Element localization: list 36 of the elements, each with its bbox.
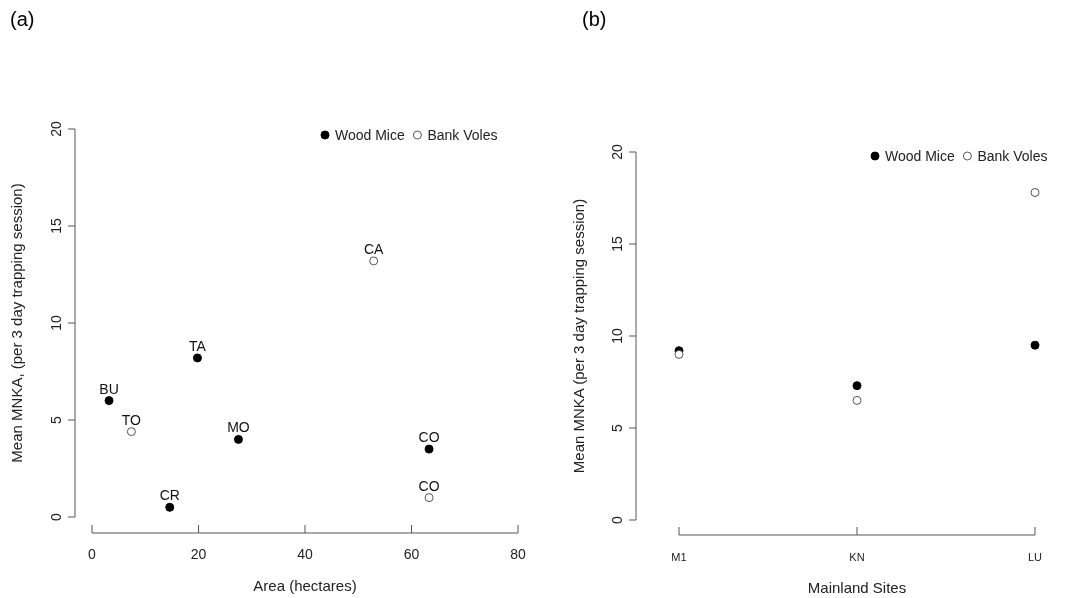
y-tick-label: 15 xyxy=(48,218,64,234)
x-tick-label: LU xyxy=(1027,551,1043,563)
y-tick-label: 10 xyxy=(48,315,64,331)
y-tick-label: 0 xyxy=(609,515,625,524)
x-tick-label: 40 xyxy=(297,546,313,562)
legend-label: Bank Voles xyxy=(427,127,498,143)
annotation: BU xyxy=(99,380,119,397)
y-tick-label: 5 xyxy=(48,415,64,424)
annotation: CO xyxy=(418,429,440,446)
y-axis-title: Mean MNKA (per 3 day trapping session) xyxy=(570,198,587,474)
x-tick-label: 20 xyxy=(190,546,207,562)
annotation: CA xyxy=(363,240,385,257)
y-axis-title: Mean MNKA, (per 3 day trapping session) xyxy=(8,183,25,463)
x-axis-title: Mainland Sites xyxy=(807,579,907,596)
chart-title: (b) xyxy=(582,8,607,30)
y-tick-label: 20 xyxy=(48,121,64,137)
annotation: TO xyxy=(121,411,142,428)
annotation: TA xyxy=(189,337,207,354)
annotation: CO xyxy=(418,477,440,494)
legend-label: Wood Mice xyxy=(335,127,405,143)
annotation: MO xyxy=(227,419,250,436)
x-tick-label: 80 xyxy=(510,546,526,562)
chart-title: (a) xyxy=(10,8,35,30)
legend-label: Wood Mice xyxy=(885,148,955,164)
y-tick-label: 20 xyxy=(609,144,625,160)
y-tick-label: 15 xyxy=(609,236,625,252)
x-tick-label: 60 xyxy=(403,546,420,562)
x-tick-label: 0 xyxy=(88,546,97,562)
y-tick-label: 10 xyxy=(609,328,625,344)
x-tick-label: KN xyxy=(849,551,865,563)
y-tick-label: 5 xyxy=(609,423,625,432)
y-tick-label: 0 xyxy=(48,512,64,521)
x-axis-title: Area (hectares) xyxy=(253,577,357,594)
x-tick-label: M1 xyxy=(671,551,687,563)
legend-label: Bank Voles xyxy=(977,148,1048,164)
annotation: CR xyxy=(159,487,180,504)
